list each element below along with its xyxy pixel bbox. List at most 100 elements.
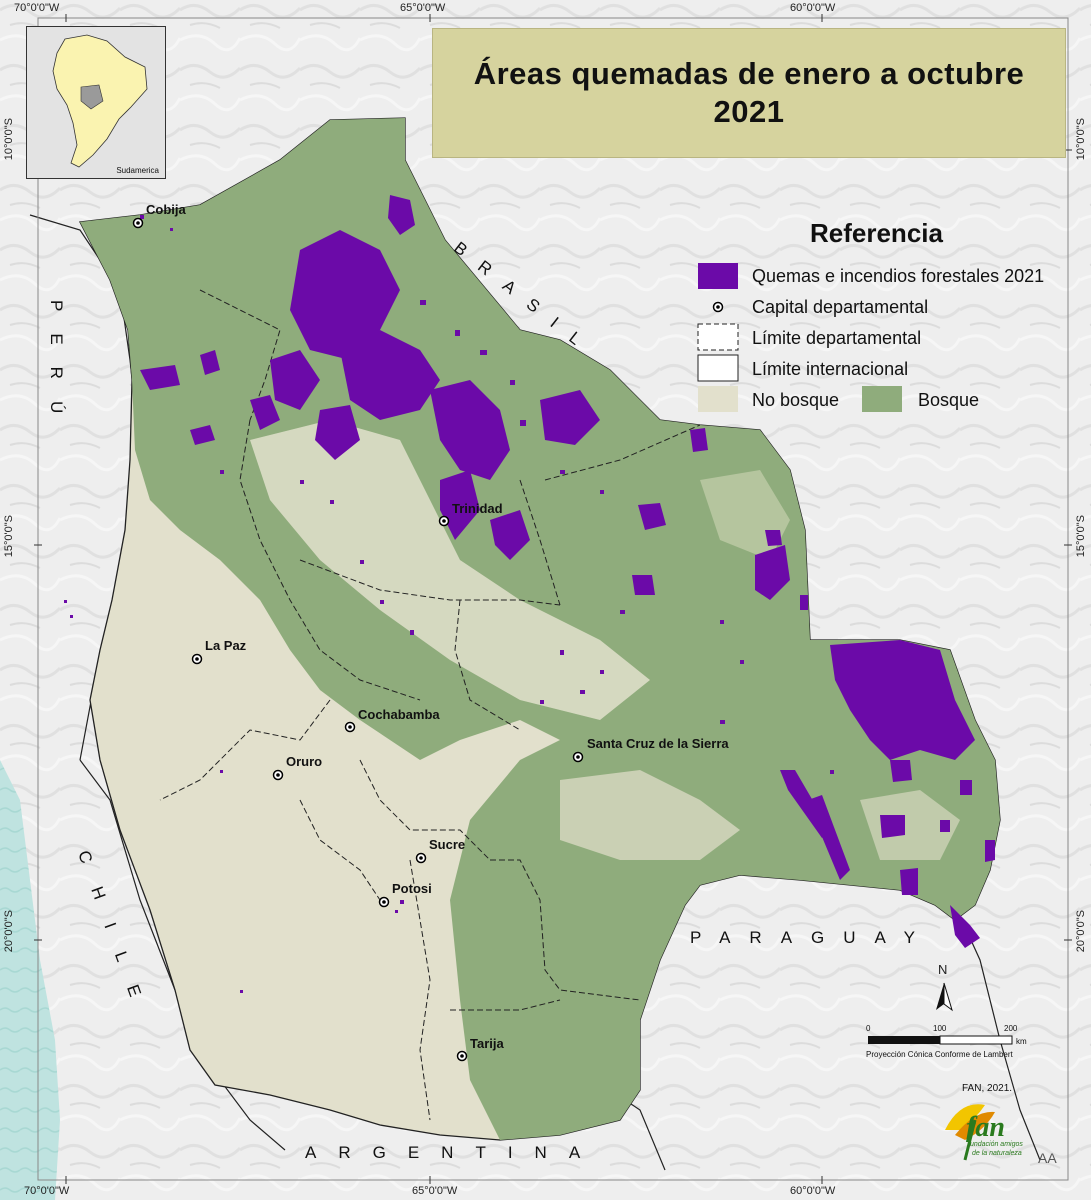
legend-label-burn: Quemas e incendios forestales 2021 [752, 266, 1045, 286]
inset-map: Sudamerica [26, 26, 166, 179]
north-label: N [938, 962, 948, 977]
burn-cluster-sc-3 [755, 545, 790, 600]
legend-swatch-intl-limit [697, 354, 739, 382]
coord-right-20s: 20°0'0"S [1075, 910, 1087, 953]
coord-top-70w: 70°0'0"W [14, 2, 60, 14]
legend-title: Referencia [810, 218, 943, 248]
burn-scatter [64, 215, 834, 993]
burn-cluster-beni-8 [490, 510, 530, 560]
logo-sub1: fundación amigos [968, 1141, 1023, 1148]
capital-marker-oruro [272, 769, 284, 781]
legend-label-forest: Bosque [918, 390, 980, 410]
city-label-potosi: Potosi [392, 881, 432, 896]
burn-cluster-sc-1 [638, 503, 666, 530]
legend-swatch-capital [712, 301, 724, 313]
map-title-line2: 2021 [713, 94, 785, 129]
city-label-cochabamba: Cochabamba [358, 707, 440, 722]
capital-marker-sucre [415, 852, 427, 864]
burn-cluster-pando [290, 230, 400, 360]
coord-top-65w: 65°0'0"W [400, 2, 446, 14]
city-label-sucre: Sucre [429, 837, 466, 852]
legend-label-no-forest: No bosque [752, 390, 840, 410]
logo-text: fan [966, 1112, 1005, 1143]
burn-cluster-strip-2 [808, 795, 850, 880]
burn-cluster-beni-1 [340, 330, 440, 420]
burn-cluster-sc-2 [632, 575, 655, 595]
capital-marker-lapaz [191, 653, 203, 665]
legend-label-intl-limit: Límite internacional [752, 359, 909, 379]
burn-cluster-south-5 [940, 820, 950, 832]
city-label-tarija: Tarija [470, 1036, 504, 1051]
burn-cluster-beni-9 [315, 405, 360, 460]
burn-cluster-sc-4 [765, 530, 782, 546]
city-label-santacruz: Santa Cruz de la Sierra [587, 736, 729, 751]
burn-cluster-beni-3 [270, 350, 320, 410]
scale-projection: Proyección Cónica Conforme de Lambert [866, 1050, 1013, 1059]
coord-left-15s: 15°0'0"S [3, 515, 15, 558]
burn-cluster-south-2 [900, 868, 918, 895]
burn-cluster-south-6 [960, 780, 972, 795]
burn-cluster-south-1 [880, 815, 905, 838]
capital-marker-potosi [378, 896, 390, 908]
burn-cluster-beni-6 [540, 390, 600, 445]
savanna-chiquitania [560, 770, 740, 860]
legend-swatches [697, 263, 902, 412]
burn-cluster-beni-10 [250, 395, 280, 430]
country-label-argentina: ARGENTINA [305, 1143, 603, 1162]
burn-cluster-chiquitos-2 [890, 760, 912, 782]
legend-swatch-dept-limit [697, 323, 739, 351]
city-label-oruro: Oruro [286, 754, 323, 769]
scale-bar [868, 1035, 1013, 1045]
burn-areas [140, 195, 995, 948]
inset-label: Sudamerica [116, 166, 159, 175]
coord-bottom-70w: 70°0'0"W [24, 1185, 70, 1197]
country-label-paraguay: PARAGUAY [690, 928, 934, 947]
city-label-cobija: Cobija [146, 202, 186, 217]
credit-year: FAN, 2021. [962, 1083, 1013, 1094]
city-label-lapaz: La Paz [205, 638, 247, 653]
legend-label-dept-limit: Límite departamental [752, 328, 922, 348]
capital-markers [132, 217, 584, 1062]
map-frame [37, 17, 1069, 1181]
coord-top-60w: 60°0'0"W [790, 2, 836, 14]
capital-marker-tarija [456, 1050, 468, 1062]
burn-cluster-beni-11 [190, 425, 215, 445]
burn-cluster-sc-6 [800, 595, 808, 610]
savanna-beni [250, 420, 650, 720]
legend-label-capital: Capital departamental [752, 297, 929, 317]
capital-marker-santacruz [572, 751, 584, 763]
burn-cluster-chiquitos [830, 640, 975, 760]
map-title-line1: Áreas quemadas de enero a octubre [473, 56, 1025, 91]
legend-swatch-forest [862, 386, 902, 412]
city-label-trinidad: Trinidad [452, 501, 503, 516]
pacific-ocean [0, 760, 60, 1200]
capital-marker-cobija [132, 217, 144, 229]
burn-cluster-beni-2 [430, 380, 510, 480]
scale-tick-0: 0 [866, 1024, 871, 1033]
burn-cluster-beni-4 [200, 350, 220, 375]
department-boundaries [159, 289, 701, 1121]
coord-left-20s: 20°0'0"S [3, 910, 15, 953]
burn-cluster-south-3 [950, 905, 980, 948]
coord-left-10s: 10°0'0"S [3, 118, 15, 161]
legend-swatch-no-forest [698, 386, 738, 412]
coord-right-10s: 10°0'0"S [1075, 118, 1087, 161]
burn-cluster-south-4 [985, 840, 995, 862]
burn-cluster-beni-5 [140, 365, 180, 390]
coord-bottom-65w: 65°0'0"W [412, 1185, 458, 1197]
savanna-east [860, 790, 960, 860]
burn-cluster-beni-7 [440, 470, 480, 540]
scale-unit: km [1016, 1037, 1027, 1046]
north-arrow-icon [936, 982, 953, 1012]
logo-sub2: de la naturaleza [972, 1150, 1022, 1157]
scale-tick-200: 200 [1004, 1024, 1018, 1033]
burn-cluster-sc-5 [690, 428, 708, 452]
country-label-peru: PERÚ [47, 300, 66, 436]
legend-swatch-burn [698, 263, 738, 289]
coord-bottom-60w: 60°0'0"W [790, 1185, 836, 1197]
map-title: Áreas quemadas de enero a octubre 2021 [432, 28, 1066, 158]
burn-cluster-pando-north [388, 195, 415, 235]
capital-marker-cochabamba [344, 721, 356, 733]
scale-tick-100: 100 [933, 1024, 947, 1033]
